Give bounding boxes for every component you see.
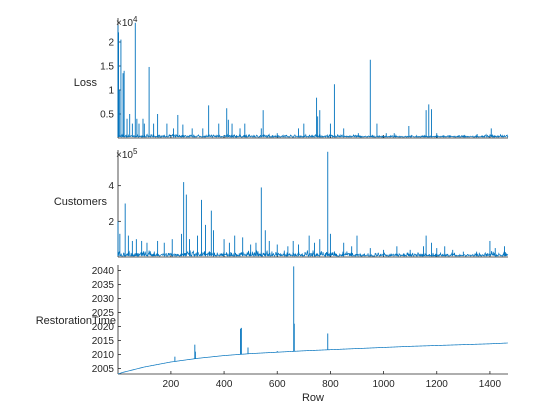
- y-tick-label: 2010: [92, 350, 115, 361]
- y-tick-label: 2: [108, 38, 114, 49]
- x-tick-label: 200: [163, 379, 180, 390]
- y-axis-label: RestorationTime: [36, 315, 116, 327]
- y-tick-label: 1: [108, 86, 114, 97]
- x-tick-label: 1000: [372, 379, 395, 390]
- y-tick-label: 2015: [92, 336, 115, 347]
- y-tick-label: 2005: [92, 364, 115, 375]
- y-tick-label: 2035: [92, 280, 115, 291]
- y-tick-label: 2030: [92, 294, 115, 305]
- axis-multiplier: ×104: [116, 15, 138, 29]
- series-line: [117, 249, 509, 258]
- x-tick-label: 1400: [479, 379, 502, 390]
- panel-3: 2005 2010 2015 2020 2025 2030 2035 2040 200 400 60…: [36, 265, 508, 390]
- x-tick-label: 600: [269, 379, 286, 390]
- y-axis-label: Loss: [74, 77, 98, 89]
- series-line: [117, 342, 508, 375]
- y-tick-label: 2025: [92, 308, 115, 319]
- y-tick-label: 1.5: [100, 62, 114, 73]
- y-tick-label: 0.5: [100, 110, 114, 121]
- x-tick-label: 1200: [426, 379, 449, 390]
- y-tick-label: 2040: [92, 266, 115, 277]
- y-tick-label: 2020: [92, 322, 115, 333]
- y-axis-label: Customers: [54, 196, 108, 208]
- x-tick-label: 800: [322, 379, 339, 390]
- panel-1: 0.5 1 1.5 2 Loss ×104: [74, 15, 509, 139]
- y-tick-label: 2: [108, 217, 114, 228]
- series-line: [117, 133, 509, 139]
- axis-multiplier: ×105: [116, 147, 138, 161]
- x-tick-label: 400: [216, 379, 233, 390]
- y-tick-label: 4: [108, 181, 114, 192]
- x-axis-label: Row: [302, 392, 324, 404]
